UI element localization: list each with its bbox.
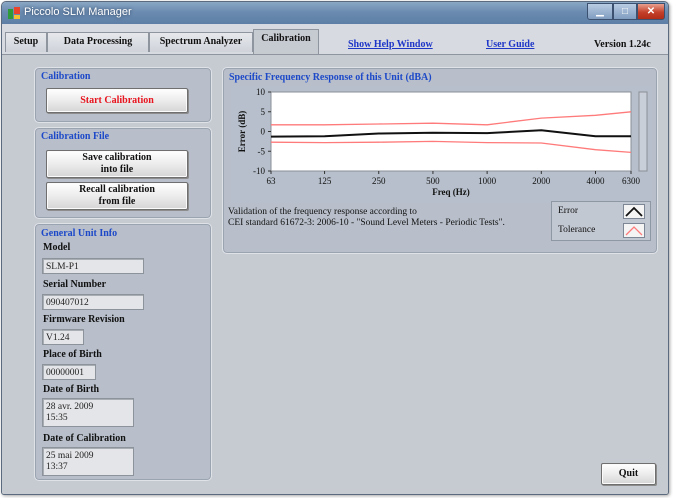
- y-axis-label: Error (dB): [237, 111, 247, 152]
- tolerance-lower-line: [270, 140, 632, 154]
- x-tick-label: 1000: [478, 176, 497, 186]
- x-tick-label: 250: [372, 176, 386, 186]
- place-of-birth-label: Place of Birth: [43, 349, 102, 360]
- x-tick-label: 63: [267, 176, 277, 186]
- place-of-birth-value: 00000001: [46, 368, 84, 378]
- chart-legend: Error Tolerance: [551, 201, 651, 241]
- version-label: Version 1.24c: [594, 39, 651, 50]
- y-tick-label: 0: [261, 127, 266, 137]
- plot-scroll-edge: [638, 91, 648, 172]
- date-of-birth-field: 28 avr. 2009 15:35: [42, 398, 134, 427]
- legend-tolerance-swatch[interactable]: [623, 223, 645, 238]
- x-tick-label: 6300: [622, 176, 641, 186]
- close-button[interactable]: ✕: [637, 3, 665, 20]
- serial-number-value: 090407012: [46, 298, 89, 308]
- tab-spectrum-analyzer[interactable]: Spectrum Analyzer: [149, 32, 253, 52]
- frequency-response-plot: -10 -5 0 5 10 63 125 250 500 1000 2000 4000 6300 Freq…: [237, 87, 648, 197]
- start-calibration-button[interactable]: Start Calibration: [46, 88, 188, 113]
- y-tick-label: -10: [253, 166, 265, 176]
- x-tick-label: 2000: [532, 176, 551, 186]
- user-guide-link[interactable]: User Guide: [486, 39, 535, 50]
- model-value: SLM-P1: [46, 262, 79, 272]
- date-of-calibration-time: 13:37: [46, 462, 68, 472]
- tab-strip: Setup Data Processing Spectrum Analyzer …: [2, 24, 668, 54]
- save-calibration-label-line1: Save calibration: [82, 152, 152, 163]
- legend-error-swatch[interactable]: [623, 204, 645, 219]
- date-of-calibration-date: 25 mai 2009: [46, 451, 94, 461]
- tab-setup[interactable]: Setup: [5, 32, 47, 52]
- date-of-calibration-field: 25 mai 2009 13:37: [42, 447, 134, 476]
- legend-error-label: Error: [558, 206, 579, 216]
- save-calibration-label-line2: into file: [100, 164, 134, 175]
- tab-data-processing[interactable]: Data Processing: [47, 32, 149, 52]
- serial-number-field: 090407012: [42, 294, 144, 310]
- model-field: SLM-P1: [42, 258, 144, 274]
- serial-number-label: Serial Number: [43, 279, 107, 290]
- tab-calibration[interactable]: Calibration: [253, 29, 319, 54]
- date-of-birth-time: 15:35: [46, 413, 68, 423]
- tolerance-upper-line: [271, 111, 632, 126]
- recall-calibration-label-line2: from file: [98, 196, 136, 207]
- show-help-window-link[interactable]: Show Help Window: [348, 39, 433, 50]
- plot-background: [270, 91, 632, 172]
- date-of-birth-date: 28 avr. 2009: [46, 402, 94, 412]
- general-unit-info-title: General Unit Info: [41, 228, 118, 239]
- date-of-calibration-label: Date of Calibration: [43, 433, 126, 444]
- firmware-revision-field: V1.24: [42, 329, 84, 345]
- app-logo-icon: [8, 7, 20, 19]
- x-tick-label: 500: [426, 176, 440, 186]
- recall-calibration-button[interactable]: Recall calibration from file: [46, 182, 188, 210]
- legend-tolerance-label: Tolerance: [558, 225, 596, 235]
- start-calibration-label: Start Calibration: [80, 94, 154, 106]
- calibration-panel-title: Calibration: [41, 71, 91, 82]
- x-tick-label: 125: [318, 176, 332, 186]
- place-of-birth-field: 00000001: [42, 364, 96, 380]
- save-calibration-button[interactable]: Save calibration into file: [46, 150, 188, 178]
- y-tick-label: 5: [261, 107, 266, 117]
- recall-calibration-label-line1: Recall calibration: [79, 184, 155, 195]
- validation-line-2: CEI standard 61672-3: 2006-10 - "Sound L…: [228, 218, 505, 228]
- firmware-revision-value: V1.24: [46, 333, 70, 343]
- validation-text: Validation of the frequency response acc…: [228, 207, 548, 229]
- quit-button[interactable]: Quit: [601, 463, 656, 485]
- model-label: Model: [43, 242, 71, 253]
- frequency-response-chart: -10 -5 0 5 10 63 125 250 500 1000 2000 4000 6300 Freq…: [231, 86, 652, 203]
- title-bar[interactable]: Piccolo SLM Manager ▁ □ ✕: [2, 2, 668, 24]
- firmware-revision-label: Firmware Revision: [43, 314, 125, 325]
- minimize-button[interactable]: ▁: [587, 3, 613, 20]
- x-axis-label: Freq (Hz): [432, 187, 470, 197]
- maximize-button[interactable]: □: [613, 3, 637, 20]
- window-title: Piccolo SLM Manager: [24, 6, 132, 18]
- validation-line-1: Validation of the frequency response acc…: [228, 207, 417, 217]
- quit-button-label: Quit: [618, 468, 639, 479]
- y-tick-label: -5: [258, 146, 266, 156]
- error-series-line: [270, 129, 631, 138]
- date-of-birth-label: Date of Birth: [43, 384, 100, 395]
- y-tick-label: 10: [256, 87, 266, 97]
- frequency-response-title: Specific Frequency Response of this Unit…: [229, 72, 432, 83]
- x-tick-label: 4000: [586, 176, 605, 186]
- calibration-file-panel-title: Calibration File: [41, 131, 110, 142]
